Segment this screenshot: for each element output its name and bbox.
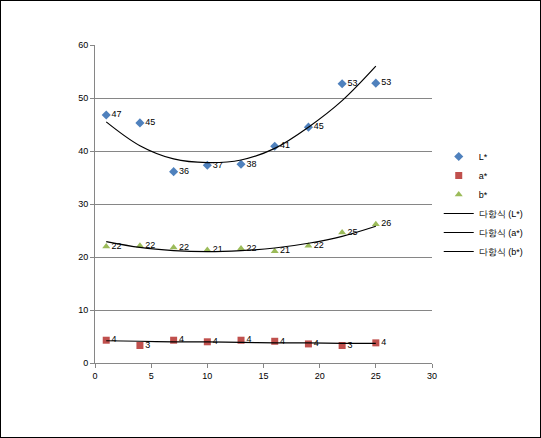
svg-text:b*: b*	[479, 190, 488, 200]
svg-text:53: 53	[381, 77, 391, 87]
svg-text:4: 4	[213, 336, 218, 346]
svg-text:36: 36	[179, 166, 189, 176]
svg-text:45: 45	[314, 121, 324, 131]
svg-text:a*: a*	[479, 171, 488, 181]
svg-text:38: 38	[246, 159, 256, 169]
svg-text:22: 22	[314, 240, 324, 250]
svg-text:0: 0	[92, 371, 97, 381]
svg-text:4: 4	[246, 334, 251, 344]
svg-text:10: 10	[202, 371, 212, 381]
svg-text:20: 20	[315, 371, 325, 381]
svg-text:25: 25	[371, 371, 381, 381]
svg-text:40: 40	[78, 146, 88, 156]
svg-text:21: 21	[280, 245, 290, 255]
svg-text:22: 22	[246, 243, 256, 253]
svg-text:다항식 (a*): 다항식 (a*)	[479, 228, 523, 238]
svg-text:45: 45	[145, 117, 155, 127]
svg-text:53: 53	[348, 78, 358, 88]
svg-text:0: 0	[83, 358, 88, 368]
svg-text:22: 22	[179, 242, 189, 252]
svg-text:4: 4	[179, 334, 184, 344]
svg-text:50: 50	[78, 93, 88, 103]
svg-text:5: 5	[149, 371, 154, 381]
svg-text:25: 25	[348, 227, 358, 237]
svg-text:10: 10	[78, 305, 88, 315]
svg-text:다항식 (L*): 다항식 (L*)	[479, 209, 523, 219]
svg-text:20: 20	[78, 252, 88, 262]
svg-text:L*: L*	[479, 152, 488, 162]
svg-text:22: 22	[112, 241, 122, 251]
svg-text:다항식 (b*): 다항식 (b*)	[479, 247, 523, 257]
svg-text:22: 22	[145, 240, 155, 250]
svg-text:41: 41	[280, 140, 290, 150]
svg-text:4: 4	[112, 334, 117, 344]
svg-text:37: 37	[213, 160, 223, 170]
svg-text:30: 30	[427, 371, 437, 381]
svg-text:4: 4	[280, 336, 285, 346]
svg-text:3: 3	[348, 340, 353, 350]
svg-text:21: 21	[213, 244, 223, 254]
svg-text:47: 47	[112, 109, 122, 119]
svg-text:60: 60	[78, 40, 88, 50]
svg-text:3: 3	[145, 340, 150, 350]
svg-text:30: 30	[78, 199, 88, 209]
svg-text:15: 15	[258, 371, 268, 381]
svg-text:4: 4	[314, 338, 319, 348]
svg-text:26: 26	[381, 218, 391, 228]
svg-text:4: 4	[381, 337, 386, 347]
